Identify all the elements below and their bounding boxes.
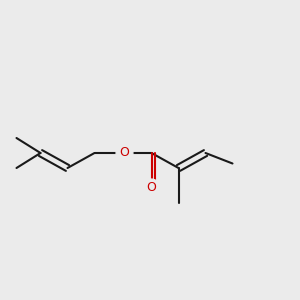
Text: O: O: [147, 181, 156, 194]
Text: O: O: [120, 146, 129, 160]
Circle shape: [116, 145, 133, 161]
Circle shape: [143, 179, 160, 196]
